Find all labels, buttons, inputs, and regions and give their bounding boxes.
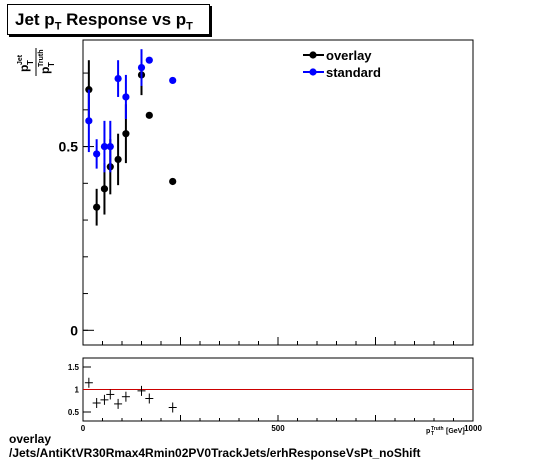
ylabel-denominator-sup: Truth — [38, 50, 45, 68]
standard-point — [93, 150, 101, 158]
overlay-point — [114, 155, 122, 164]
ylabel-numerator-sub: T — [26, 60, 35, 65]
legend-label-overlay: overlay — [326, 48, 372, 63]
ylabel-numerator: p — [17, 65, 31, 72]
standard-point — [122, 93, 130, 101]
ylabel-denominator-sub: T — [47, 62, 56, 67]
ylabel-numerator-sup: Jet — [17, 54, 24, 65]
standard-point — [169, 76, 177, 85]
overlay-point — [93, 203, 101, 211]
standard-point — [85, 117, 93, 125]
caption-path: /Jets/AntiKtVR30Rmax4Rmin02PV0TrackJets/… — [9, 446, 421, 460]
main-y-tick-label: 0 — [70, 322, 78, 338]
ratio-x-tick-label: 500 — [271, 424, 285, 433]
xlabel-unit: [GeV] — [446, 428, 465, 435]
standard-point — [100, 142, 109, 151]
chart-title: Jet pT Response vs pT — [15, 10, 193, 33]
standard-point — [114, 74, 122, 83]
overlay-point — [100, 185, 109, 193]
standard-point — [106, 142, 114, 151]
legend-marker-overlay — [309, 51, 317, 59]
overlay-point — [145, 111, 153, 119]
ratio-x-tick-label: 1000 — [464, 424, 482, 433]
xlabel-sup: Truth — [431, 426, 444, 432]
main-y-tick-label: 0.5 — [59, 139, 79, 155]
legend-label-standard: standard — [326, 65, 381, 80]
xlabel-sub: T — [431, 431, 434, 437]
ratio-y-tick-label: 1.5 — [68, 363, 80, 372]
ratio-x-tick-label: 0 — [81, 424, 86, 433]
overlay-point — [122, 130, 130, 138]
standard-point — [137, 63, 146, 72]
chart-title-box: Jet pT Response vs pT — [7, 4, 210, 35]
ratio-y-tick-label: 0.5 — [68, 408, 80, 417]
legend-marker-standard — [309, 68, 317, 76]
overlay-point — [169, 177, 177, 186]
ratio-y-tick-label: 1 — [75, 386, 80, 395]
ylabel-denominator: p — [38, 67, 52, 74]
standard-point — [145, 56, 153, 64]
xlabel-p: p — [426, 428, 430, 435]
caption-sample: overlay — [9, 432, 52, 446]
